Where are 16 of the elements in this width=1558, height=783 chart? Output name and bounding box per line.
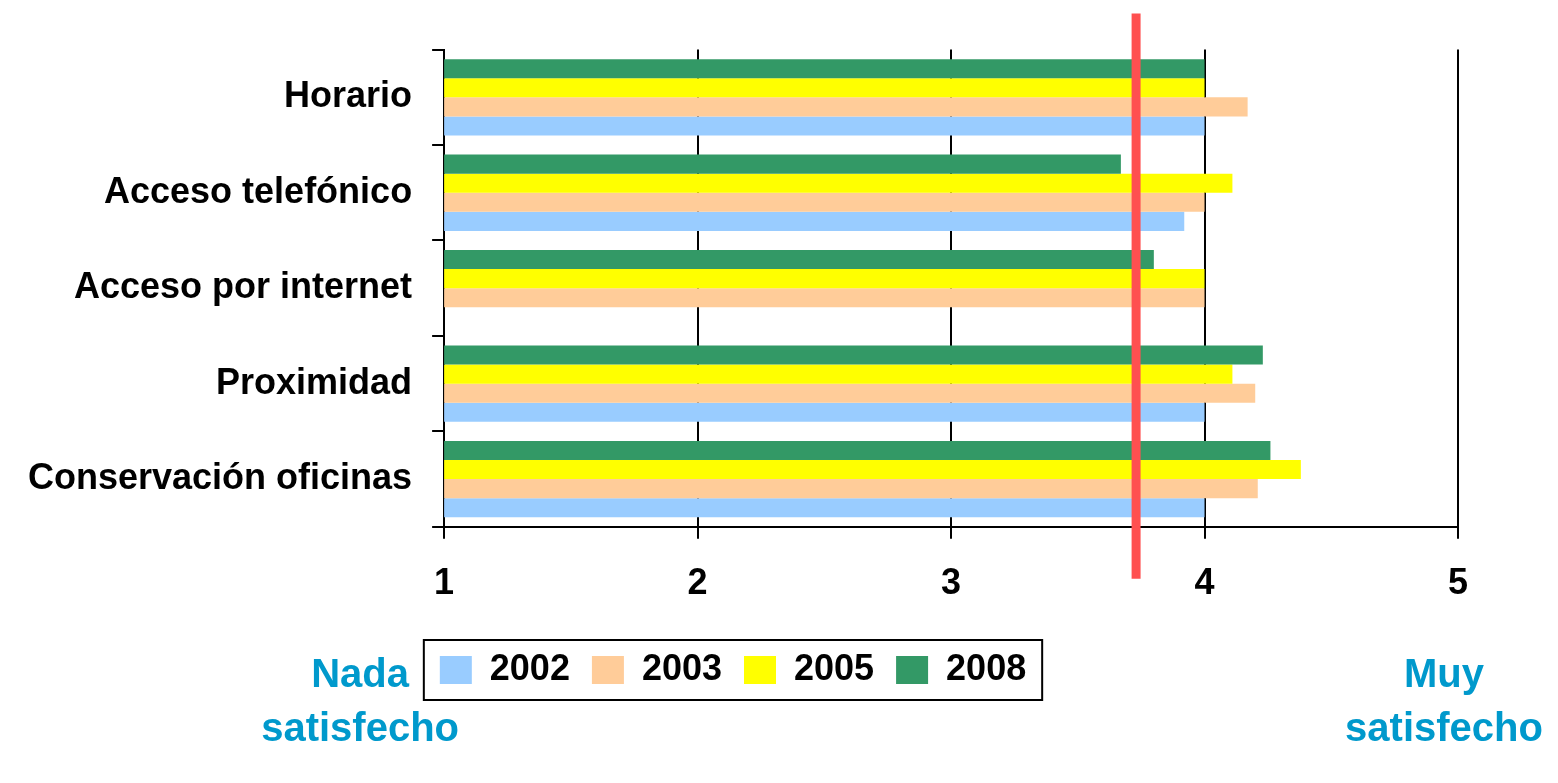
text: Muy satisfecho [1345, 651, 1543, 750]
x-tick-label: 2 [687, 561, 708, 603]
y-tick-label: Proximidad [216, 360, 413, 402]
y-tick-label: Conservación oficinas [27, 456, 413, 497]
y-tick-label: Horario [284, 74, 413, 116]
y-tick-label: Acceso telefónico [104, 169, 413, 211]
legend-label: 2005 [794, 646, 875, 688]
x-tick-label: 3 [941, 561, 962, 603]
y-tick-label: Acceso por internet [74, 265, 413, 307]
legend-label: 2008 [946, 646, 1027, 688]
legend-label: 2003 [641, 646, 723, 688]
x-tick-label: 1 [434, 561, 455, 603]
legend-label: 2002 [489, 646, 570, 688]
x-tick-label: 5 [1447, 561, 1469, 603]
text: Nada satisfecho [261, 651, 460, 750]
x-tick-label: 4 [1194, 561, 1215, 603]
